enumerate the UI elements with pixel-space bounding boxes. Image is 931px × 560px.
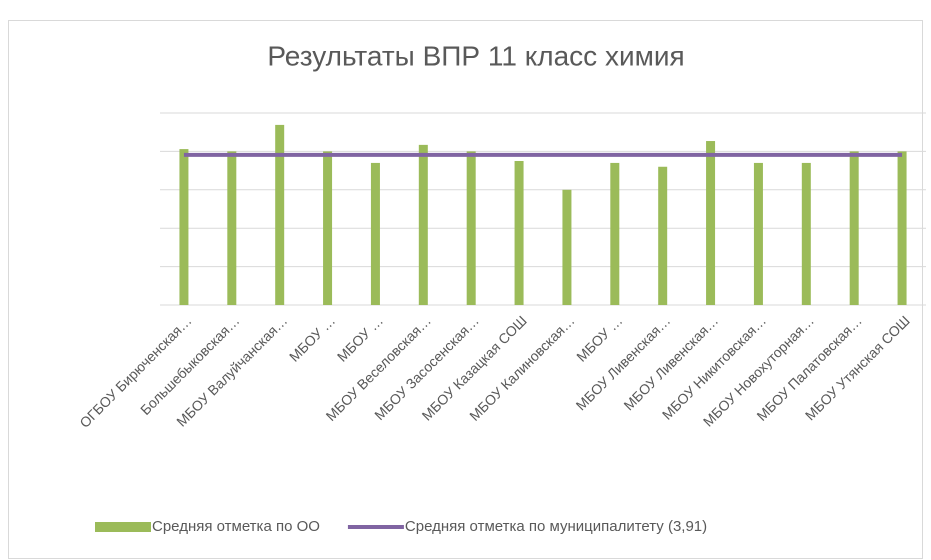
bar [753,162,763,305]
bar [370,162,380,305]
bar [179,149,189,305]
bar [418,144,428,305]
bar [227,151,237,305]
bar [323,151,333,305]
bar [610,162,620,305]
bar [466,151,476,305]
chart-frame [8,20,923,559]
bar [562,189,572,305]
bar [706,141,716,305]
bar [514,161,524,305]
bar [897,151,907,305]
chart-title: Результаты ВПР 11 класс химия [267,40,684,71]
bar [849,151,859,305]
legend-swatch [95,522,151,532]
legend-label: Средняя отметка по ОО [152,518,320,535]
legend-label: Средняя отметка по муниципалитету (3,91) [405,518,707,535]
bar [801,162,811,305]
bar [658,166,668,305]
bar [275,124,285,306]
